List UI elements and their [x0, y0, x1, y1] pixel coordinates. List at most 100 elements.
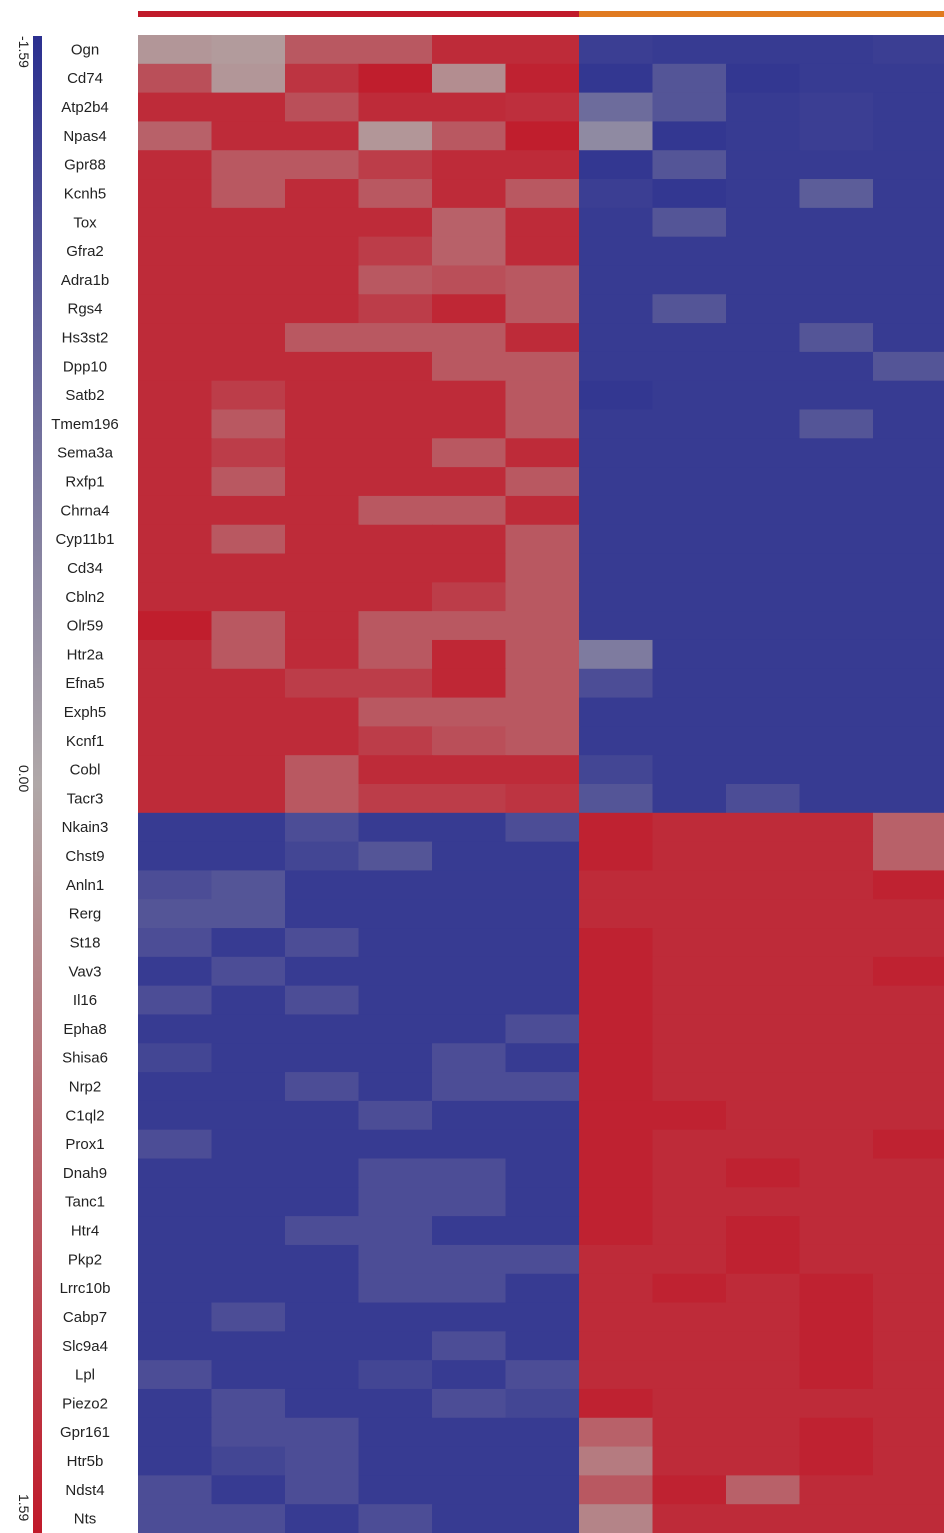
heatmap-cell: [432, 323, 507, 353]
heatmap-cell: [652, 265, 727, 295]
row-label: Tmem196: [51, 416, 119, 433]
colorbar-mid-label: 0.00: [16, 765, 32, 793]
heatmap-cell: [211, 1187, 286, 1217]
heatmap-cell: [138, 928, 213, 958]
heatmap-cell: [211, 323, 286, 353]
heatmap-cell: [652, 1158, 727, 1188]
heatmap-cell: [873, 294, 944, 324]
row-label: Satb2: [65, 387, 104, 404]
heatmap-cell: [138, 553, 213, 583]
heatmap-cell: [579, 351, 654, 382]
heatmap-cell: [799, 294, 874, 324]
row-label: Rgs4: [67, 301, 102, 318]
heatmap-cell: [138, 1100, 213, 1131]
heatmap-cell: [505, 1273, 580, 1304]
heatmap-cell: [432, 755, 507, 785]
heatmap-cell: [285, 1446, 360, 1476]
heatmap-cell: [873, 1244, 944, 1275]
heatmap-cell: [726, 92, 801, 123]
heatmap-cell: [579, 956, 654, 987]
heatmap-cell: [873, 1446, 944, 1476]
heatmap-cell: [726, 323, 801, 353]
heatmap-cell: [873, 467, 944, 497]
heatmap-cell: [873, 380, 944, 411]
heatmap-cell: [505, 409, 580, 439]
heatmap-cell: [285, 956, 360, 987]
heatmap-cell: [873, 870, 944, 900]
heatmap-cell: [505, 1014, 580, 1044]
heatmap-cell: [873, 121, 944, 151]
heatmap-cell: [358, 236, 433, 267]
heatmap-cell: [505, 1475, 580, 1505]
heatmap-cell: [432, 1216, 507, 1246]
heatmap-cell: [579, 1014, 654, 1044]
row-labels: Ogn Cd74 Atp2b4 Npas4 Gpr88 Kcnh5 Tox Gfra2 Adra…: [51, 41, 119, 1527]
heatmap-cell: [726, 553, 801, 583]
heatmap-cell: [138, 639, 213, 670]
heatmap-cell: [579, 553, 654, 583]
heatmap-cell: [138, 1072, 213, 1102]
heatmap-cell: [799, 928, 874, 958]
heatmap-cell: [726, 1158, 801, 1188]
heatmap-cell: [579, 35, 654, 65]
heatmap-cell: [579, 467, 654, 497]
heatmap-cell: [358, 121, 433, 151]
heatmap-cell: [285, 1417, 360, 1448]
heatmap-cell: [873, 236, 944, 267]
heatmap-cell: [285, 553, 360, 583]
heatmap-cell: [726, 35, 801, 65]
heatmap-cell: [799, 1302, 874, 1332]
heatmap-cell: [726, 495, 801, 526]
row-label: Rerg: [69, 906, 102, 923]
heatmap-cell: [726, 1043, 801, 1073]
row-label: Prox1: [65, 1136, 104, 1153]
heatmap-cell: [432, 1360, 507, 1390]
heatmap-cell: [432, 495, 507, 526]
heatmap-cell: [138, 1216, 213, 1246]
heatmap-cell: [799, 611, 874, 641]
heatmap-cell: [285, 1360, 360, 1390]
row-label: Pkp2: [68, 1251, 102, 1268]
heatmap-cell: [505, 63, 580, 94]
heatmap-cell: [579, 294, 654, 324]
heatmap-cell: [799, 179, 874, 209]
heatmap-cell: [873, 1187, 944, 1217]
heatmap-cell: [873, 956, 944, 987]
heatmap-cell: [579, 63, 654, 94]
heatmap-cell: [285, 985, 360, 1016]
heatmap-cell: [652, 236, 727, 267]
heatmap-cell: [579, 697, 654, 727]
heatmap-cell: [799, 784, 874, 814]
heatmap-cell: [726, 438, 801, 468]
heatmap-cell: [873, 1388, 944, 1419]
heatmap-cell: [799, 1129, 874, 1160]
heatmap-cell: [652, 899, 727, 929]
heatmap-cell: [285, 380, 360, 411]
row-label: Chst9: [65, 848, 104, 865]
heatmap-cell: [138, 1014, 213, 1044]
heatmap-cell: [579, 1244, 654, 1275]
row-label: Atp2b4: [61, 99, 109, 116]
heatmap-cell: [432, 697, 507, 727]
heatmap-cell: [726, 150, 801, 180]
heatmap-cell: [358, 351, 433, 382]
heatmap-cell: [285, 1331, 360, 1361]
heatmap-cell: [138, 1360, 213, 1390]
heatmap-cell: [505, 726, 580, 756]
row-label: Cd74: [67, 70, 103, 87]
column-group-bars: [138, 11, 944, 17]
row-label: Olr59: [67, 618, 104, 635]
heatmap-cell: [799, 755, 874, 785]
heatmap-cell: [432, 63, 507, 94]
heatmap-cell: [358, 380, 433, 411]
heatmap-cell: [799, 121, 874, 151]
heatmap-cell: [285, 294, 360, 324]
heatmap-cell: [799, 467, 874, 497]
heatmap-cell: [873, 1302, 944, 1332]
row-label: Cd34: [67, 560, 103, 577]
heatmap-cell: [358, 1043, 433, 1073]
heatmap-cell: [138, 1446, 213, 1476]
heatmap-cell: [211, 524, 286, 555]
heatmap-cell: [358, 928, 433, 958]
heatmap-cell: [358, 985, 433, 1016]
